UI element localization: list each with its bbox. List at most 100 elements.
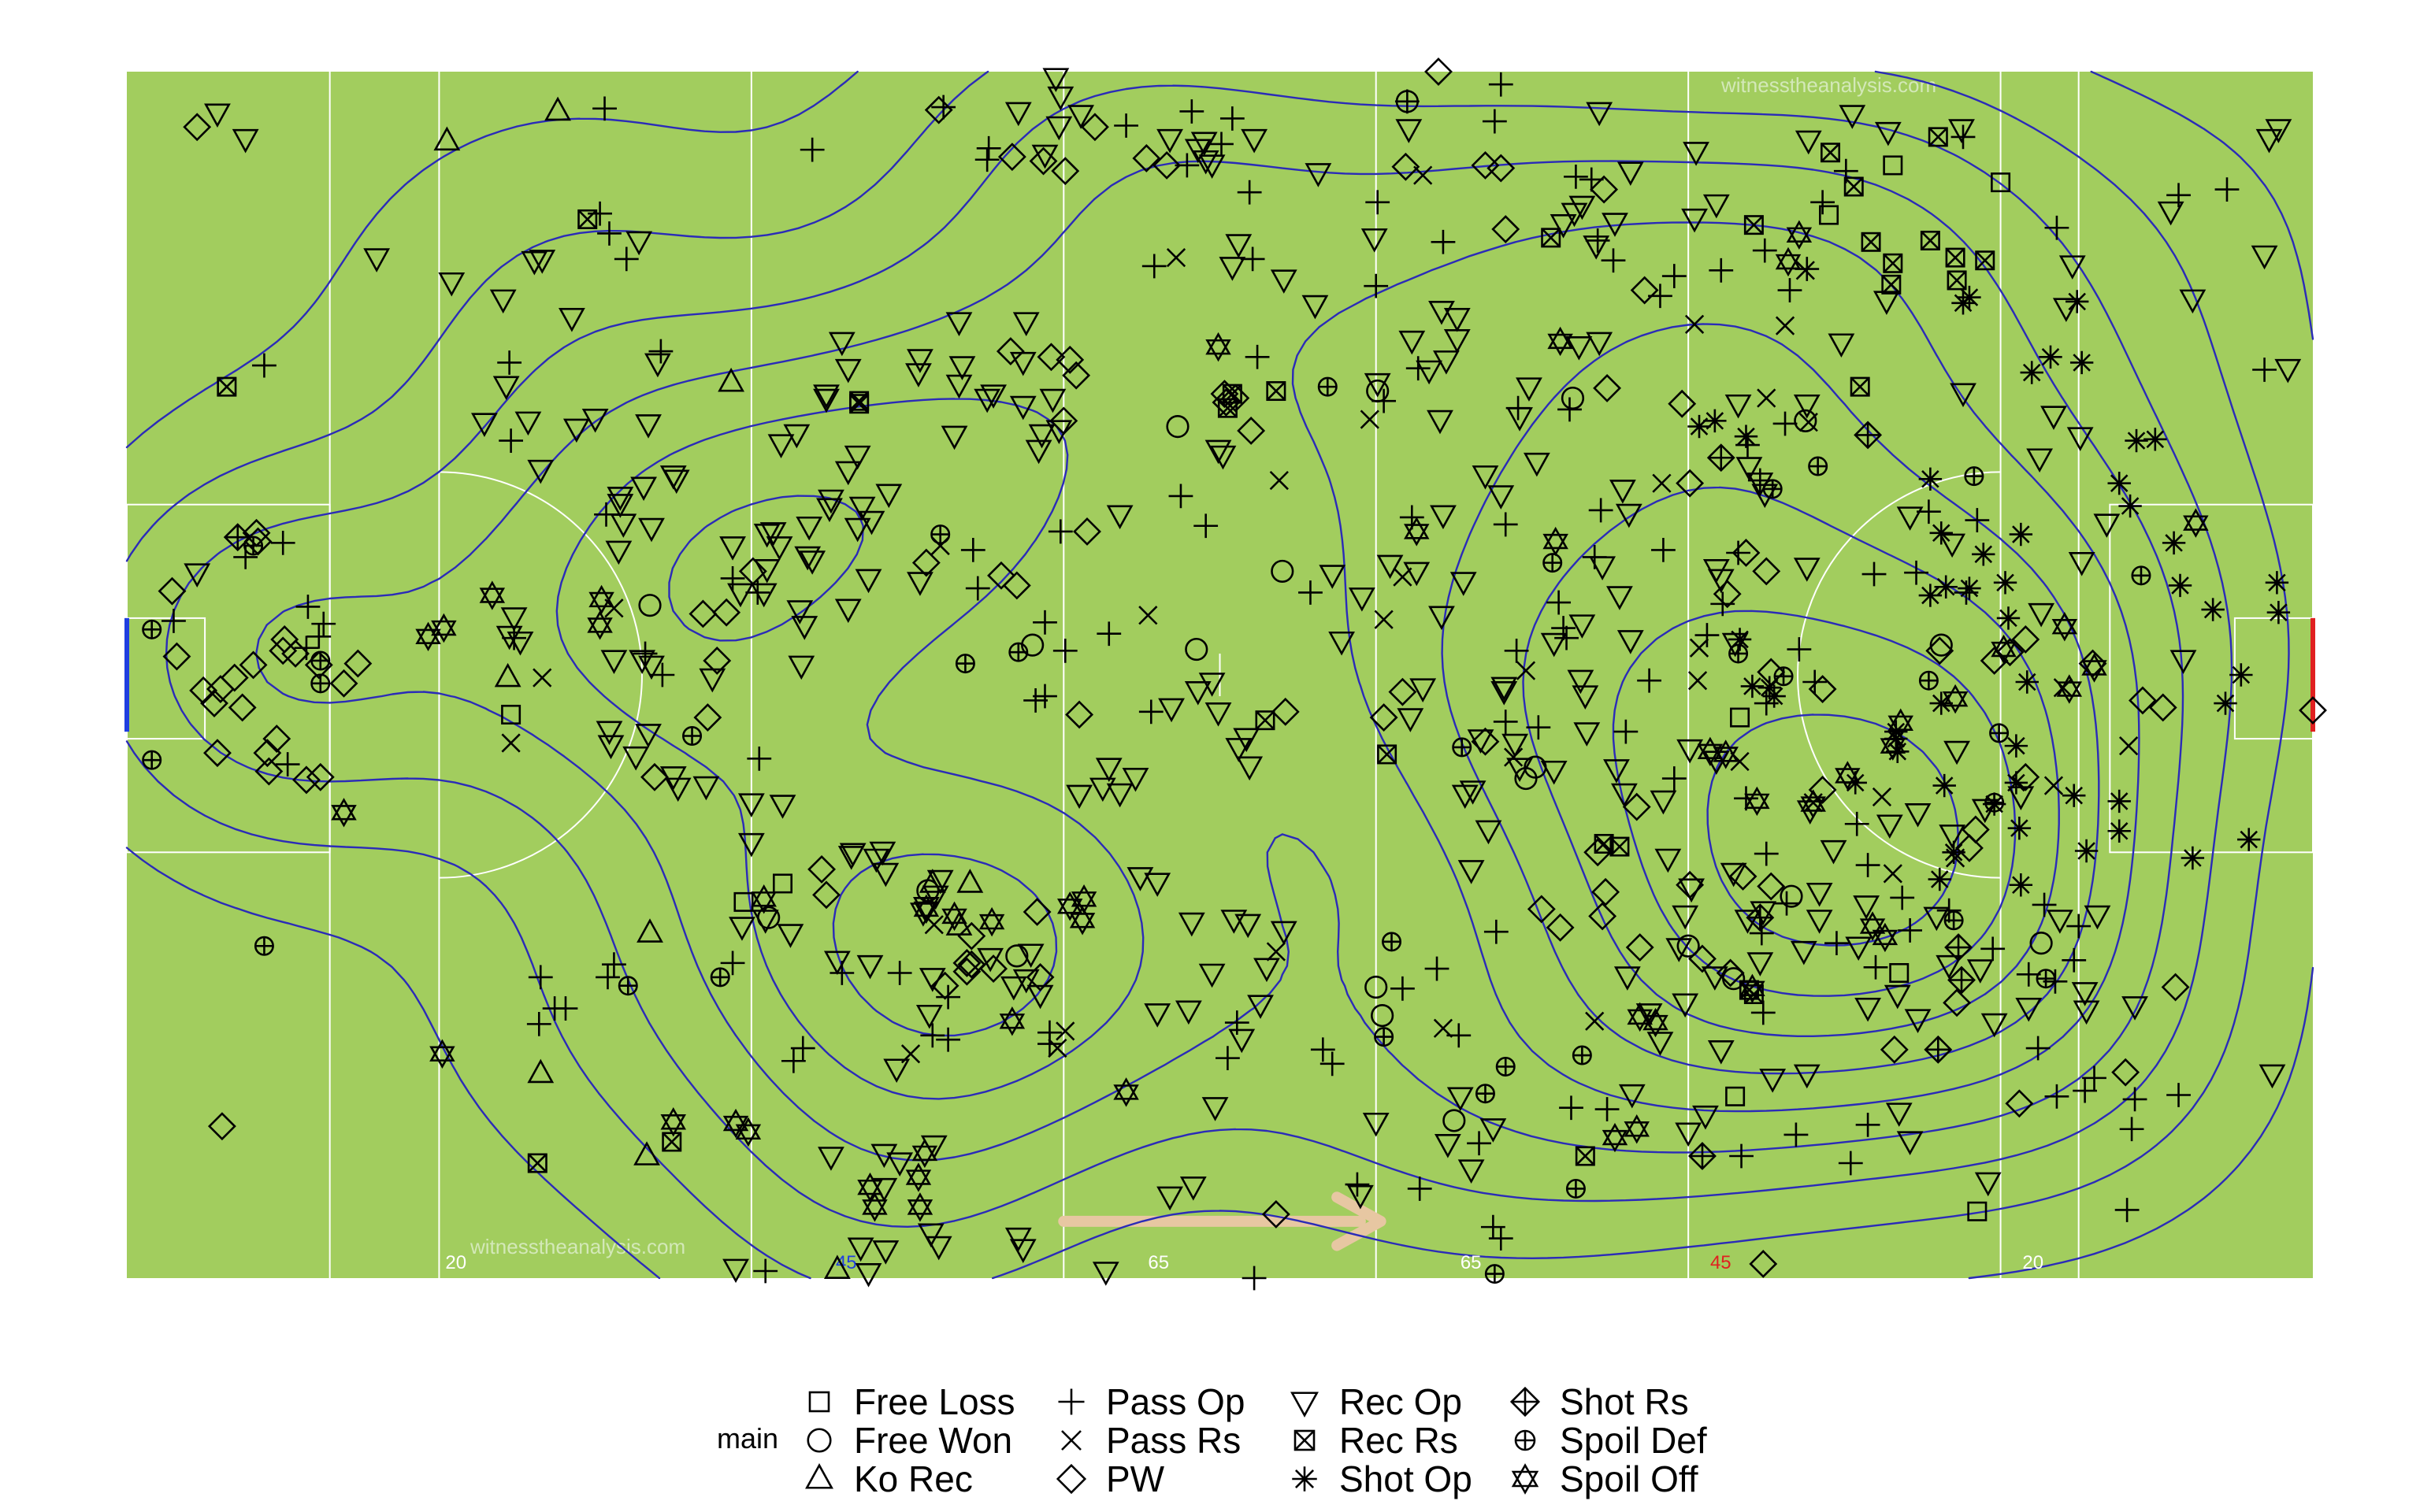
point-pw [292,765,321,795]
point-rec-op [1472,465,1499,490]
point-free-loss [1967,1201,1988,1221]
point-pass-op [1777,278,1802,302]
point-pw [1880,1035,1909,1064]
point-shot-op [1918,467,1943,491]
point-rec-op [184,563,211,588]
point-spoil-def [1475,1084,1495,1104]
point-rec-op [941,425,968,450]
point-pass-op [295,595,321,619]
point-ko-rec [527,1058,555,1084]
point-rec-op [834,461,862,486]
point-rec-op [1270,269,1297,294]
point-spoil-off [1627,1002,1653,1032]
point-rec-rs [1609,836,1630,857]
point-shot-op [2168,573,2192,598]
point-pass-rs [1775,316,1795,335]
point-pass-rs [1266,942,1286,962]
point-free-won [1676,934,1700,958]
point-spoil-def [1808,456,1828,476]
point-rec-op [1806,910,1833,934]
point-rec-op [1443,308,1471,332]
point-rec-op [1501,733,1529,758]
point-rec-rs [1975,250,1995,271]
point-rec-op [727,583,754,608]
point-rec-op [1457,1159,1485,1184]
point-ko-rec [919,869,946,893]
point-pass-rs [1048,1038,1067,1058]
point-pass-op [1694,623,1720,647]
point-pass-op [1557,397,1582,422]
point-rec-op [1009,351,1037,376]
point-rec-op [1759,1069,1787,1093]
point-pass-op [1613,719,1639,744]
point-spoil-off [1942,684,1969,714]
point-rec-op [596,721,623,746]
point-ko-rec [718,367,744,392]
point-rec-op [1376,554,1404,580]
point-pw [223,523,252,552]
point-pw [2161,973,2190,1002]
point-pass-op [1345,1172,1370,1197]
point-pass-op [1245,344,1270,369]
point-pass-op [781,1048,806,1073]
point-ko-rec [494,662,521,687]
point-pass-op [1482,109,1507,134]
point-rec-op [1923,906,1950,932]
point-rec-op [788,655,815,680]
point-pass-op [790,1036,815,1061]
point-pass-op [1810,190,1835,215]
point-spoil-off [1542,526,1568,557]
point-shot-op [2265,571,2289,595]
legend-label: Ko Rec [854,1458,973,1499]
point-rec-op [1516,377,1542,402]
point-spoil-off [1602,1122,1628,1153]
point-pw [1212,388,1241,417]
point-spoil-def [1762,479,1783,499]
point-rec-op [1943,740,1970,765]
point-rec-rs [1377,744,1397,765]
point-rec-op [855,569,882,594]
point-rec-op [1179,1177,1207,1201]
point-rec-op [581,408,609,433]
point-spoil-off [1642,1007,1668,1038]
point-rec-op [1734,910,1761,934]
point-pw [1716,958,1745,988]
point-spoil-off [978,906,1005,937]
legend-key-spoil-off [1511,1463,1539,1495]
point-pass-op [1526,715,1551,740]
point-spoil-def [1989,723,2010,743]
point-pass-op [1114,113,1138,138]
point-shot-op [1929,521,1953,545]
point-pass-op [1588,498,1613,523]
point-pass-op [1431,229,1456,254]
x-tick-label-2: 45 [836,1252,857,1273]
point-pass-op [1772,411,1798,436]
point-shot-rs [1706,443,1735,472]
point-pass-rs [1689,638,1709,658]
legend-key-pass-op [1058,1388,1085,1415]
point-pw [2011,625,2040,654]
point-pass-op [1861,561,1887,587]
point-pw [281,639,310,668]
point-shot-op [1958,576,1981,600]
point-rec-op [2046,910,2073,934]
point-pass-op [1579,167,1604,192]
point-pw [207,1112,236,1141]
point-rec-rs [849,391,870,411]
point-rec-op [1876,814,1903,839]
point-rec-op [1067,105,1094,129]
point-spoil-def [1964,466,1984,487]
point-pass-rs [1166,247,1186,268]
point-shot-op [2214,691,2237,715]
point-free-loss [1725,1086,1746,1106]
point-rec-op [1678,878,1706,903]
point-pass-op [650,662,675,687]
point-rec-op [1939,825,1966,849]
legend-item-spoil-def: Spoil Def [1514,1420,1707,1461]
point-shot-op [2143,428,2167,451]
point-rec-op [1675,1122,1702,1147]
point-rec-rs [1945,247,1965,268]
point-pass-op [1219,106,1245,131]
point-pass-op [526,1011,551,1036]
point-free-won [1005,944,1029,968]
